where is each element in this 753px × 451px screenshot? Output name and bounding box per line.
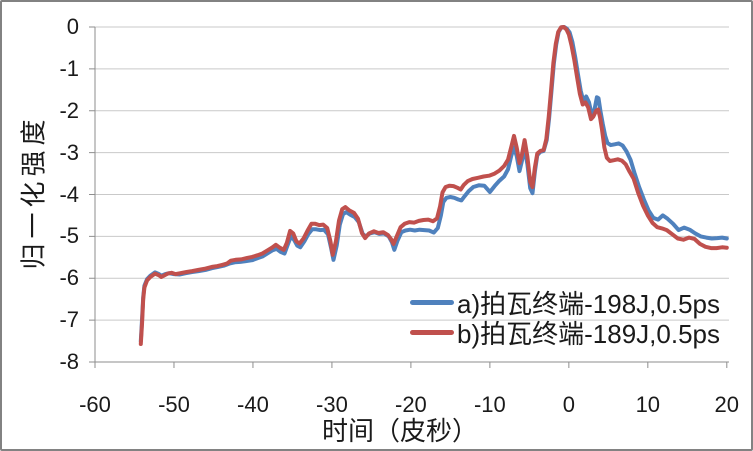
y-tick-label: -3 [59,139,79,165]
legend-item-b: b)拍瓦终端-189J,0.5ps [410,317,720,349]
x-tick-label: -20 [394,392,427,417]
legend: a)拍瓦终端-198J,0.5ps b)拍瓦终端-189J,0.5ps [410,287,720,349]
x-tick-label: -10 [473,392,506,417]
y-tick-label: 0 [66,14,79,39]
legend-line-swatch-red [410,329,454,335]
y-tick-label: -6 [59,265,79,291]
y-tick-label: -8 [59,349,79,374]
y-tick-label: -4 [59,181,79,207]
x-tick-label: -30 [316,392,348,417]
legend-label-b: b)拍瓦终端-189J,0.5ps [457,318,720,349]
series-line-blue [138,25,729,344]
legend-line-swatch-blue [410,299,454,305]
x-axis-title: 时间（皮秒） [321,416,479,446]
y-tick-label: -1 [59,55,79,81]
x-tick-label: 20 [714,392,740,417]
series-line-red [138,25,729,346]
y-tick-label: -7 [59,307,79,333]
x-tick-label: 10 [635,392,661,417]
legend-label-a: a)拍瓦终端-198J,0.5ps [457,288,720,319]
legend-item-a: a)拍瓦终端-198J,0.5ps [410,287,720,319]
x-tick-label: 0 [562,392,575,417]
x-tick-label: -60 [79,392,111,417]
y-tick-label: -5 [59,223,79,249]
x-tick-label: -50 [158,392,190,417]
x-tick-label: -40 [237,392,269,417]
y-tick-label: -2 [59,97,79,123]
